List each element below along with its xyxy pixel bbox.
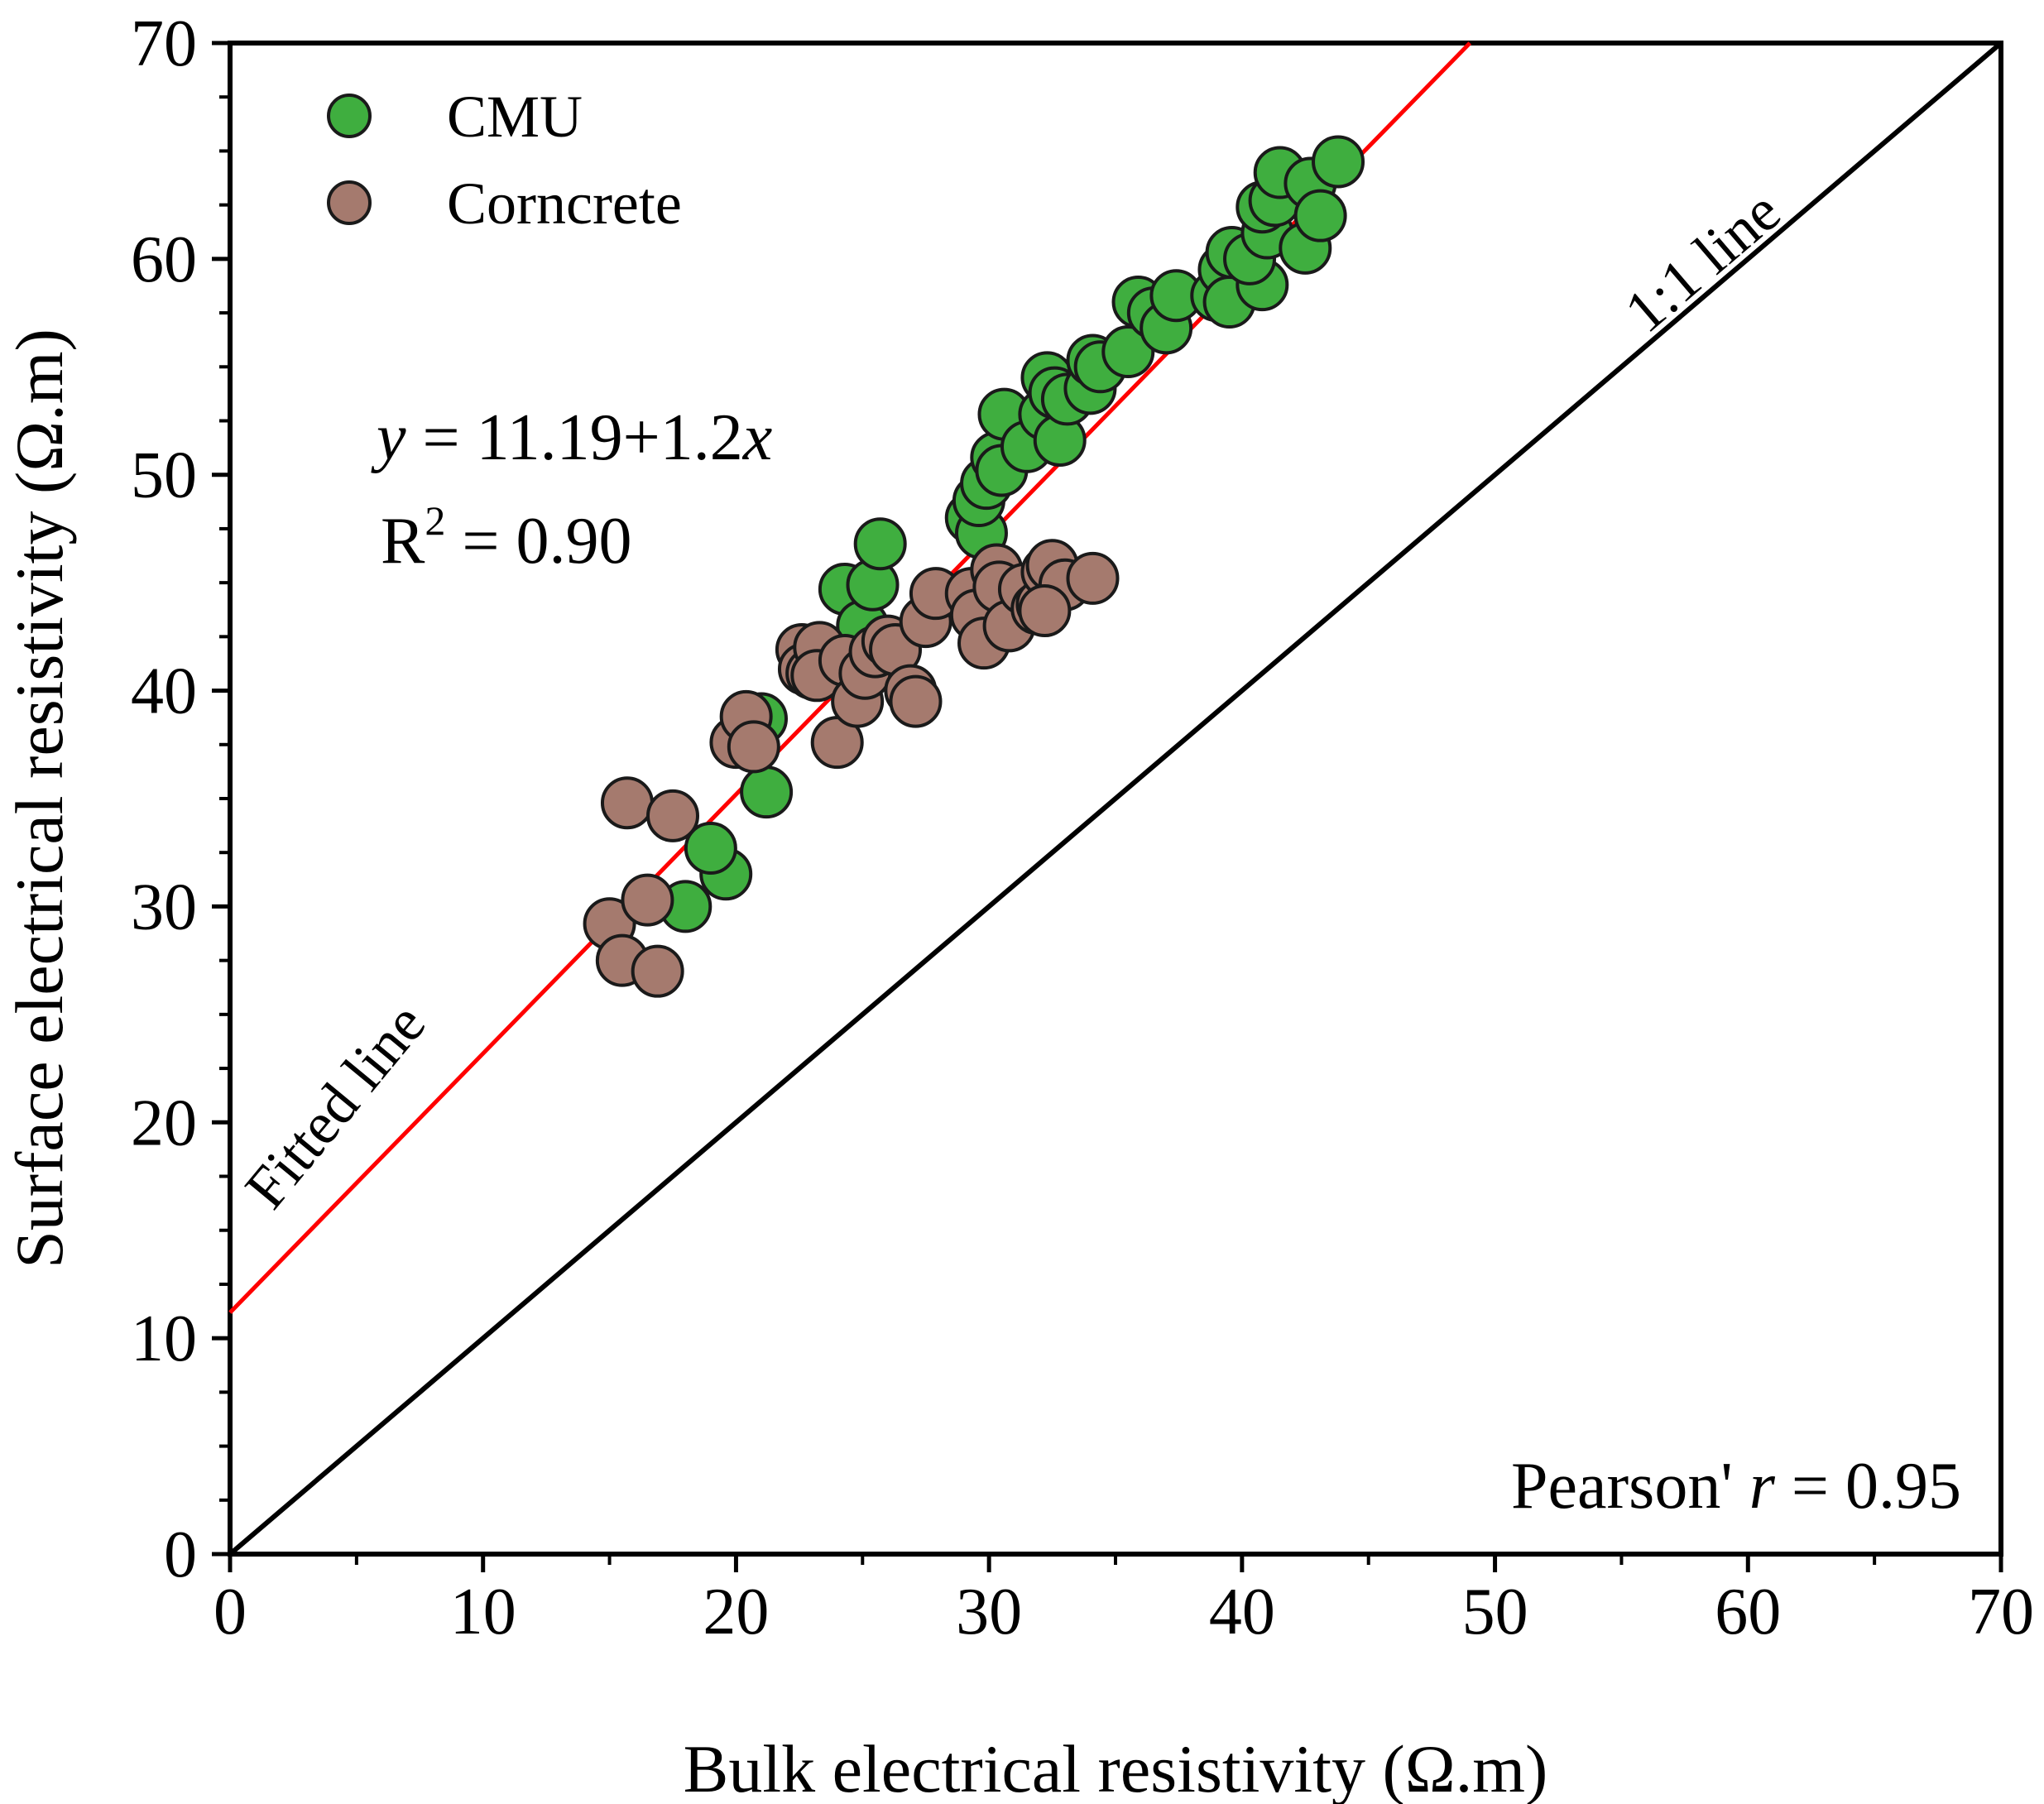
- data-points: [583, 135, 1365, 998]
- x-tick-label: 20: [703, 1576, 769, 1648]
- legend: CMU Corncrete: [327, 84, 682, 237]
- y-tick-label: 40: [131, 655, 197, 728]
- legend-label-cmu: CMU: [447, 84, 583, 150]
- data-point-corncrete: [1066, 551, 1120, 605]
- y-tick-label: 50: [131, 439, 197, 512]
- data-point-cmu: [684, 821, 737, 875]
- x-tick-label: 30: [956, 1576, 1022, 1648]
- fitted-line-label: Fitted line: [233, 991, 439, 1221]
- x-tick-label: 0: [214, 1576, 247, 1648]
- y-tick-label: 10: [131, 1303, 197, 1375]
- x-tick-label: 60: [1715, 1576, 1781, 1648]
- data-point-corncrete: [1018, 584, 1072, 638]
- y-tick-label: 30: [131, 871, 197, 943]
- data-point-cmu: [1101, 325, 1155, 379]
- data-point-corncrete: [631, 944, 684, 998]
- r-squared-annotation: R2 = 0.90: [381, 497, 631, 578]
- legend-label-corncrete: Corncrete: [447, 170, 682, 237]
- data-point-corncrete: [600, 776, 654, 830]
- pearson-annotation: Pearson' r = 0.95: [1511, 1450, 1961, 1523]
- y-tick-label: 60: [131, 223, 197, 296]
- y-axis-title: Surface electrical resistivity (Ω.m): [2, 329, 77, 1269]
- data-point-corncrete: [727, 720, 780, 774]
- x-tick-label: 70: [1968, 1576, 2034, 1648]
- data-point-corncrete: [889, 674, 943, 728]
- y-tick-label: 20: [131, 1087, 197, 1159]
- data-point-corncrete: [646, 789, 699, 842]
- identity-line-label: 1:1 line: [1612, 178, 1792, 345]
- data-point-cmu: [740, 765, 794, 819]
- data-point-cmu: [853, 517, 907, 571]
- x-tick-label: 10: [450, 1576, 516, 1648]
- legend-marker-corncrete: [327, 180, 372, 225]
- data-point-cmu: [1293, 189, 1347, 242]
- x-tick-label: 40: [1209, 1576, 1275, 1648]
- x-tick-label: 50: [1462, 1576, 1528, 1648]
- x-axis-title: Bulk electrical resistivity (Ω.m): [684, 1731, 1548, 1804]
- y-tick-label: 70: [131, 7, 197, 80]
- axis-ticks: 0 10 20 30 40 50 60 70 0 10 20 30 40 50 60 70: [131, 7, 2034, 1648]
- identity-line: [228, 41, 2003, 1557]
- data-point-cmu: [1312, 135, 1365, 189]
- data-point-corncrete: [621, 873, 674, 927]
- y-tick-label: 0: [164, 1519, 197, 1591]
- legend-marker-cmu: [327, 94, 372, 138]
- equation-annotation: y = 11.19+1.2x: [371, 401, 772, 474]
